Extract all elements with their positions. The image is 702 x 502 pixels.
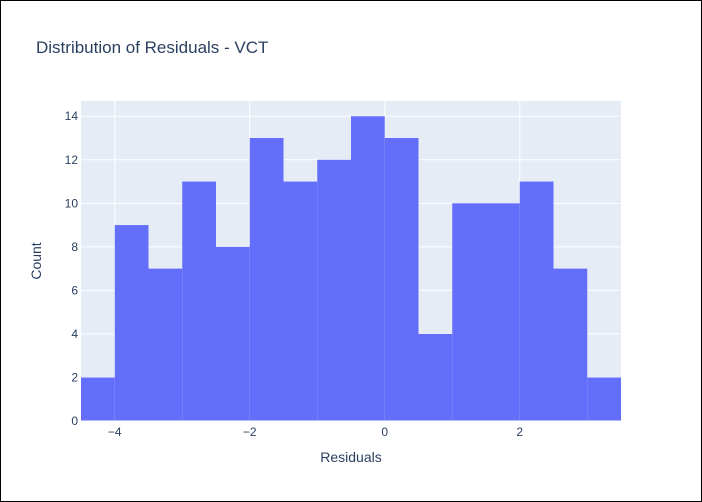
histogram-bar [317, 159, 351, 421]
y-tick-label: 12 [65, 153, 79, 167]
y-tick-label: 4 [71, 327, 78, 341]
histogram-bar [148, 268, 183, 421]
y-tick-label: 2 [71, 370, 78, 384]
histogram-bar [486, 203, 520, 421]
y-tick-label: 6 [71, 283, 78, 297]
histogram-bar [384, 138, 419, 421]
y-tick-label: 14 [65, 109, 79, 123]
histogram-bar [587, 377, 621, 421]
histogram-bar [81, 377, 115, 421]
x-axis-ticks: −4 −2 0 2 [108, 425, 524, 439]
y-tick-label: 10 [65, 196, 79, 210]
chart-title: Distribution of Residuals - VCT [36, 38, 268, 57]
histogram-bar [351, 116, 385, 421]
histogram-bar [452, 203, 486, 421]
histogram-bar [553, 268, 588, 421]
histogram-bar [216, 246, 250, 421]
histogram-bars [81, 116, 621, 422]
histogram-bar [418, 333, 453, 421]
histogram-bar [249, 138, 284, 421]
x-tick-label: 2 [516, 425, 523, 439]
y-axis-ticks: 0 2 4 6 8 10 12 14 [65, 109, 79, 428]
histogram-bar [283, 181, 318, 421]
histogram-bar [519, 181, 554, 421]
histogram-bar [114, 225, 149, 421]
x-tick-label: −4 [108, 425, 122, 439]
histogram-bar [182, 181, 216, 421]
y-tick-label: 8 [71, 240, 78, 254]
x-tick-label: −2 [243, 425, 257, 439]
x-axis-label: Residuals [320, 449, 381, 465]
x-tick-label: 0 [381, 425, 388, 439]
y-axis-label: Count [28, 242, 44, 279]
y-tick-label: 0 [71, 414, 78, 428]
